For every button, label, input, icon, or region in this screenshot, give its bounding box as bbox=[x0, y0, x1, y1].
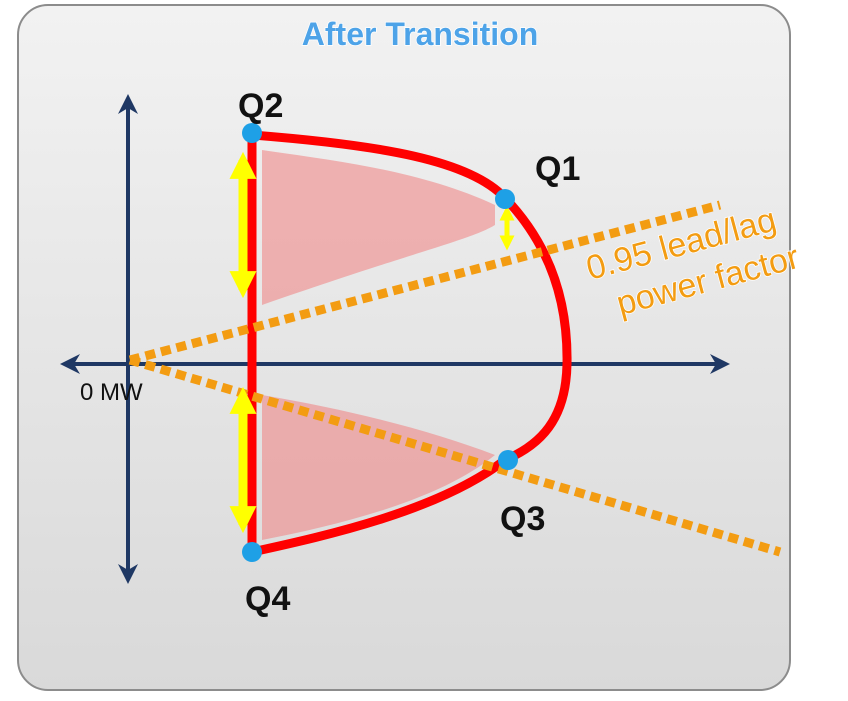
q3-point bbox=[498, 450, 518, 470]
axis-label: 0 MW bbox=[80, 379, 143, 406]
pf-line-lead bbox=[128, 200, 722, 365]
panel bbox=[17, 4, 791, 691]
q3-label: Q3 bbox=[500, 500, 545, 538]
q2-point bbox=[242, 123, 262, 143]
q4-point bbox=[242, 542, 262, 562]
title: After Transition bbox=[302, 16, 538, 52]
capability-curve bbox=[247, 130, 572, 557]
upper-region bbox=[262, 150, 495, 305]
q1-point bbox=[495, 189, 515, 209]
q2-label: Q2 bbox=[238, 87, 283, 125]
q1-label: Q1 bbox=[535, 150, 580, 188]
lower-region bbox=[262, 395, 495, 540]
q4-label: Q4 bbox=[245, 580, 290, 618]
